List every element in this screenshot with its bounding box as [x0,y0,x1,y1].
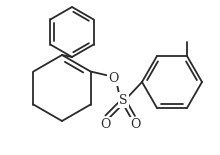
Text: O: O [130,119,140,131]
Text: O: O [108,71,118,84]
Text: O: O [100,119,110,131]
Text: S: S [119,93,127,106]
